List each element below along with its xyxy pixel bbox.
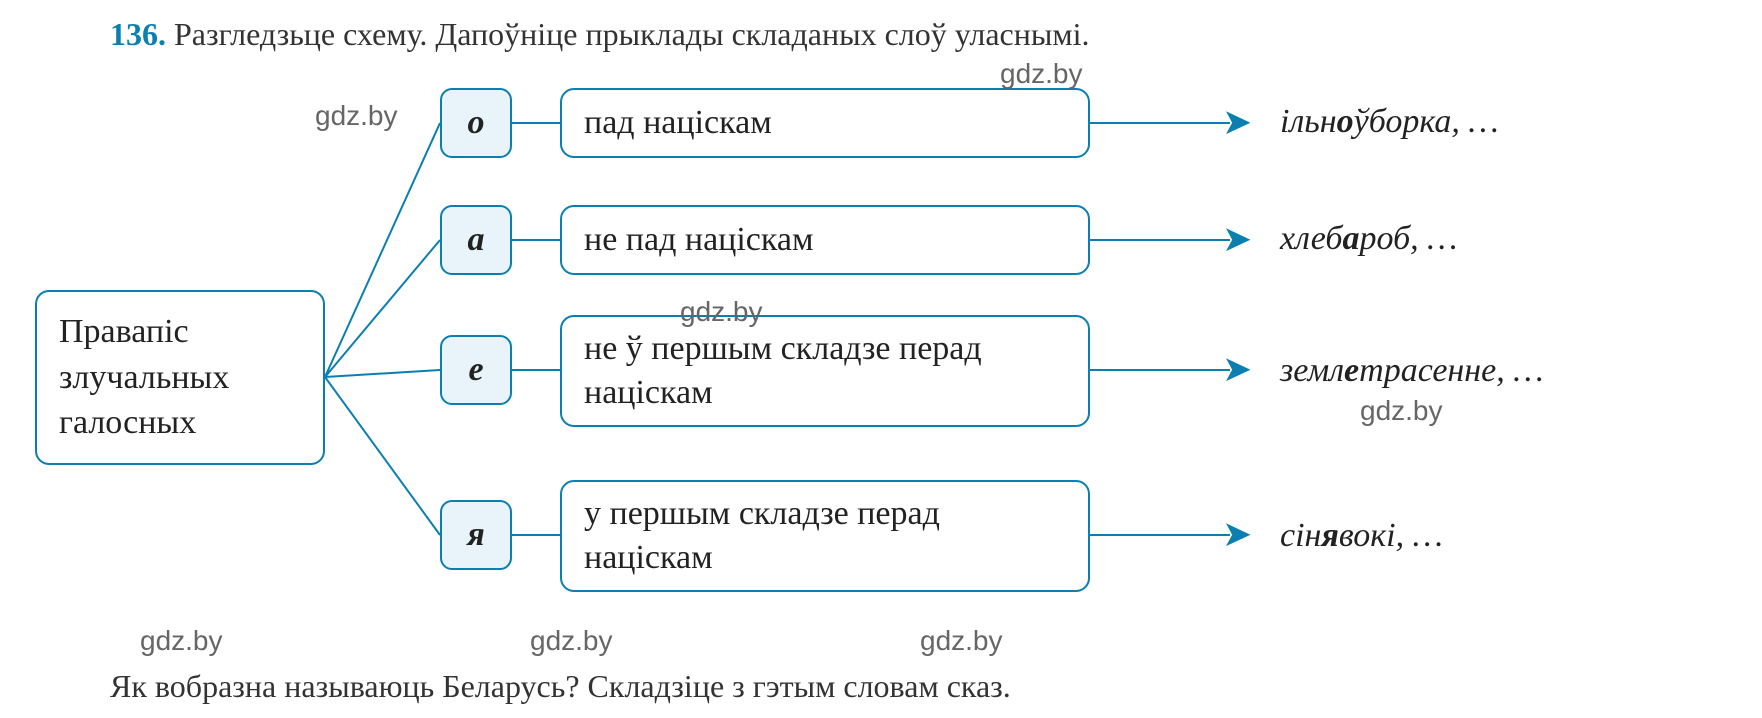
arrow-icon-0: ➤ [1222, 104, 1252, 140]
watermark-0: gdz.by [1000, 58, 1083, 90]
exercise-instruction: Разгледзьце схему. Дапоўніце прыклады ск… [174, 16, 1090, 52]
example-0: ільноўборка, … [1280, 103, 1499, 141]
example-1: хлебароб, … [1280, 220, 1457, 258]
watermark-5: gdz.by [530, 625, 613, 657]
arrow-icon-1: ➤ [1222, 221, 1252, 257]
vowel-box-1: а [440, 205, 512, 275]
arrow-icon-2: ➤ [1222, 351, 1252, 387]
connector-re-1 [1090, 239, 1230, 241]
vowel-box-3: я [440, 500, 512, 570]
watermark-2: gdz.by [680, 296, 763, 328]
connector-vr-3 [512, 534, 560, 536]
rule-box-1: не пад націскам [560, 205, 1090, 275]
example-3: сінявокі, … [1280, 517, 1443, 555]
watermark-4: gdz.by [140, 625, 223, 657]
connector-re-2 [1090, 369, 1230, 371]
connector-vr-1 [512, 239, 560, 241]
rule-box-3: у першым складзе перад націскам [560, 480, 1090, 592]
connector-re-0 [1090, 122, 1230, 124]
exercise-title: 136. Разгледзьце схему. Дапоўніце прыкла… [110, 16, 1090, 53]
watermark-6: gdz.by [920, 625, 1003, 657]
rule-box-0: пад націскам [560, 88, 1090, 158]
root-node: Правапісзлучальныхгалосных [35, 290, 325, 465]
vowel-box-0: о [440, 88, 512, 158]
rule-box-2: не ў першым складзе перад націскам [560, 315, 1090, 427]
connector-vr-2 [512, 369, 560, 371]
example-2: землетрасенне, … [1280, 352, 1543, 390]
connector-re-3 [1090, 534, 1230, 536]
exercise-number: 136. [110, 16, 166, 52]
bottom-question: Як вобразна называюць Беларусь? Складзіц… [110, 668, 1011, 705]
root-label: Правапісзлучальныхгалосных [59, 309, 229, 447]
watermark-3: gdz.by [1360, 395, 1443, 427]
arrow-icon-3: ➤ [1222, 516, 1252, 552]
watermark-1: gdz.by [315, 100, 398, 132]
vowel-box-2: е [440, 335, 512, 405]
connector-vr-0 [512, 122, 560, 124]
